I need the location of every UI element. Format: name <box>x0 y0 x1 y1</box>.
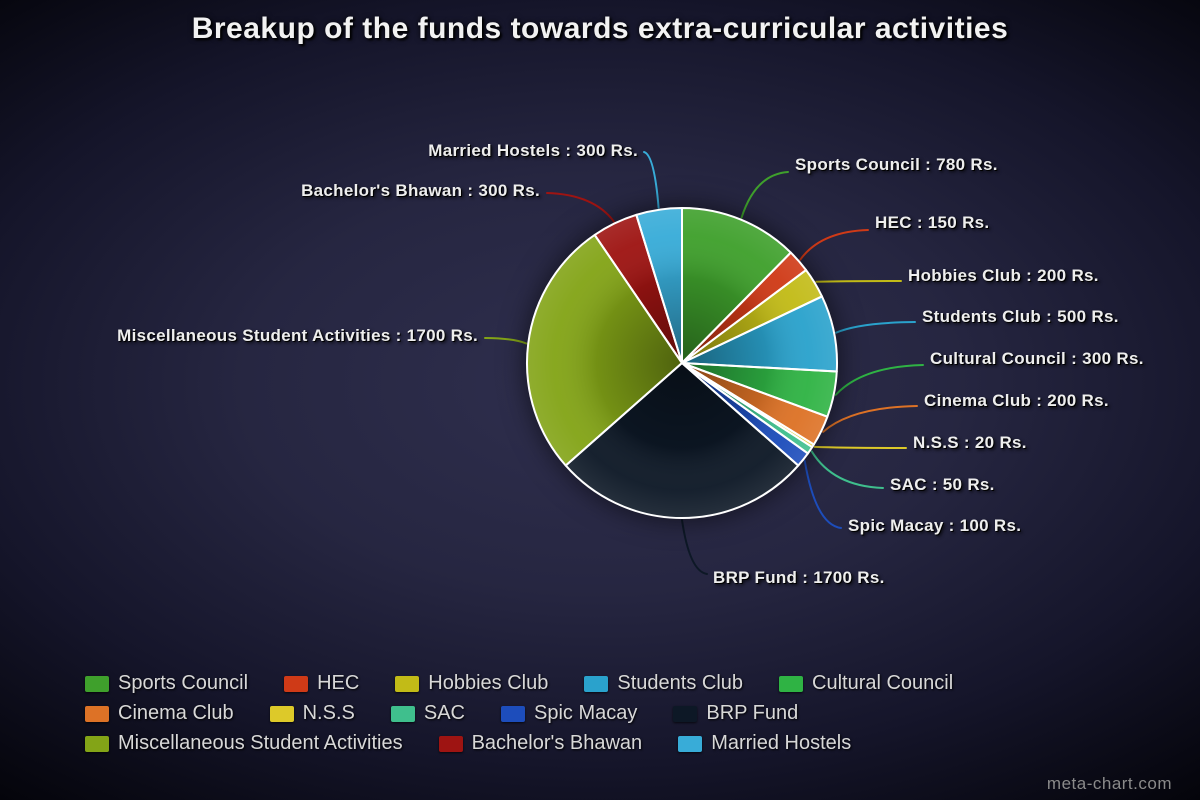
slice-label: BRP Fund : 1700 Rs. <box>713 568 885 587</box>
legend-item: Miscellaneous Student Activities <box>85 732 403 755</box>
chart-title: Breakup of the funds towards extra-curri… <box>191 12 1009 45</box>
leader-line <box>740 171 789 219</box>
legend-label: SAC <box>423 702 465 724</box>
legend-item: Sports Council <box>85 672 248 695</box>
leader-line <box>799 229 869 261</box>
legend-swatch <box>584 675 609 692</box>
leader-line <box>810 450 884 489</box>
legend-item: N.S.S <box>269 702 355 725</box>
pie-slice-outline <box>635 207 683 364</box>
leader-line <box>834 364 924 396</box>
leader-line <box>803 459 842 529</box>
pie-slice-outline <box>681 207 792 364</box>
legend-label: BRP Fund <box>706 702 799 724</box>
legend-item: BRP Fund <box>673 702 798 725</box>
legend-item: Married Hostels <box>678 732 851 755</box>
legend-swatch <box>500 705 525 722</box>
slice-label: Married Hostels : 300 Rs. <box>428 141 638 160</box>
pie-slice-outline <box>526 233 683 467</box>
legend: Sports Council HEC Hobbies Club Students Cl… <box>85 672 1165 762</box>
leader-line <box>835 321 916 334</box>
legend-label: Hobbies Club <box>428 672 549 694</box>
legend-swatch <box>678 735 703 752</box>
legend-item: Students Club <box>584 672 743 695</box>
slice-label: Students Club : 500 Rs. <box>922 307 1119 326</box>
leader-line <box>484 337 528 345</box>
legend-item: HEC <box>284 672 359 695</box>
legend-swatch <box>85 705 109 722</box>
leader-line <box>546 192 615 223</box>
legend-label: Miscellaneous Student Activities <box>118 732 403 754</box>
leader-line <box>643 151 660 209</box>
leader-line <box>815 280 902 283</box>
leader-line <box>681 519 708 575</box>
legend-item: SAC <box>390 702 465 725</box>
legend-label: Married Hostels <box>711 732 852 754</box>
legend-label: N.S.S <box>302 702 355 724</box>
legend-swatch <box>284 675 309 692</box>
legend-swatch <box>269 705 294 722</box>
slice-label: Cinema Club : 200 Rs. <box>924 391 1109 410</box>
legend-row: Cinema Club N.S.S SAC Spic Macay BRP Fund <box>85 702 1165 725</box>
slice-label: HEC : 150 Rs. <box>875 213 990 232</box>
legend-label: Sports Council <box>118 672 249 694</box>
slice-label: Hobbies Club : 200 Rs. <box>908 266 1099 285</box>
legend-item: Cinema Club <box>85 702 234 725</box>
slice-label: Cultural Council : 300 Rs. <box>930 349 1144 368</box>
legend-label: Cultural Council <box>812 672 954 694</box>
legend-item: Spic Macay <box>500 702 638 725</box>
slice-label: Bachelor's Bhawan : 300 Rs. <box>301 181 540 200</box>
legend-swatch <box>395 675 420 692</box>
legend-swatch <box>85 735 109 752</box>
legend-label: Bachelor's Bhawan <box>471 732 643 754</box>
legend-item: Bachelor's Bhawan <box>438 732 643 755</box>
legend-row: Sports Council HEC Hobbies Club Students Cl… <box>85 672 1165 695</box>
leader-line <box>813 445 907 449</box>
slice-label: Sports Council : 780 Rs. <box>795 155 998 174</box>
slice-label: N.S.S : 20 Rs. <box>913 433 1027 452</box>
watermark: meta-chart.com <box>1046 774 1172 793</box>
legend-item: Hobbies Club <box>395 672 548 695</box>
legend-swatch <box>779 675 804 692</box>
pie-slice-outline <box>564 362 800 519</box>
slice-label: Miscellaneous Student Activities : 1700 … <box>117 326 478 345</box>
legend-item: Cultural Council <box>779 672 953 695</box>
legend-swatch <box>438 735 463 752</box>
leader-line <box>822 405 918 433</box>
legend-swatch <box>390 705 415 722</box>
legend-label: Cinema Club <box>118 702 234 724</box>
slice-label: Spic Macay : 100 Rs. <box>848 516 1022 535</box>
legend-label: HEC <box>317 672 360 694</box>
legend-label: Students Club <box>617 672 744 694</box>
slice-label: SAC : 50 Rs. <box>890 475 995 494</box>
legend-label: Spic Macay <box>533 702 638 724</box>
legend-swatch <box>673 705 698 722</box>
legend-swatch <box>85 675 109 692</box>
legend-row: Miscellaneous Student Activities Bachelor… <box>85 732 1165 755</box>
